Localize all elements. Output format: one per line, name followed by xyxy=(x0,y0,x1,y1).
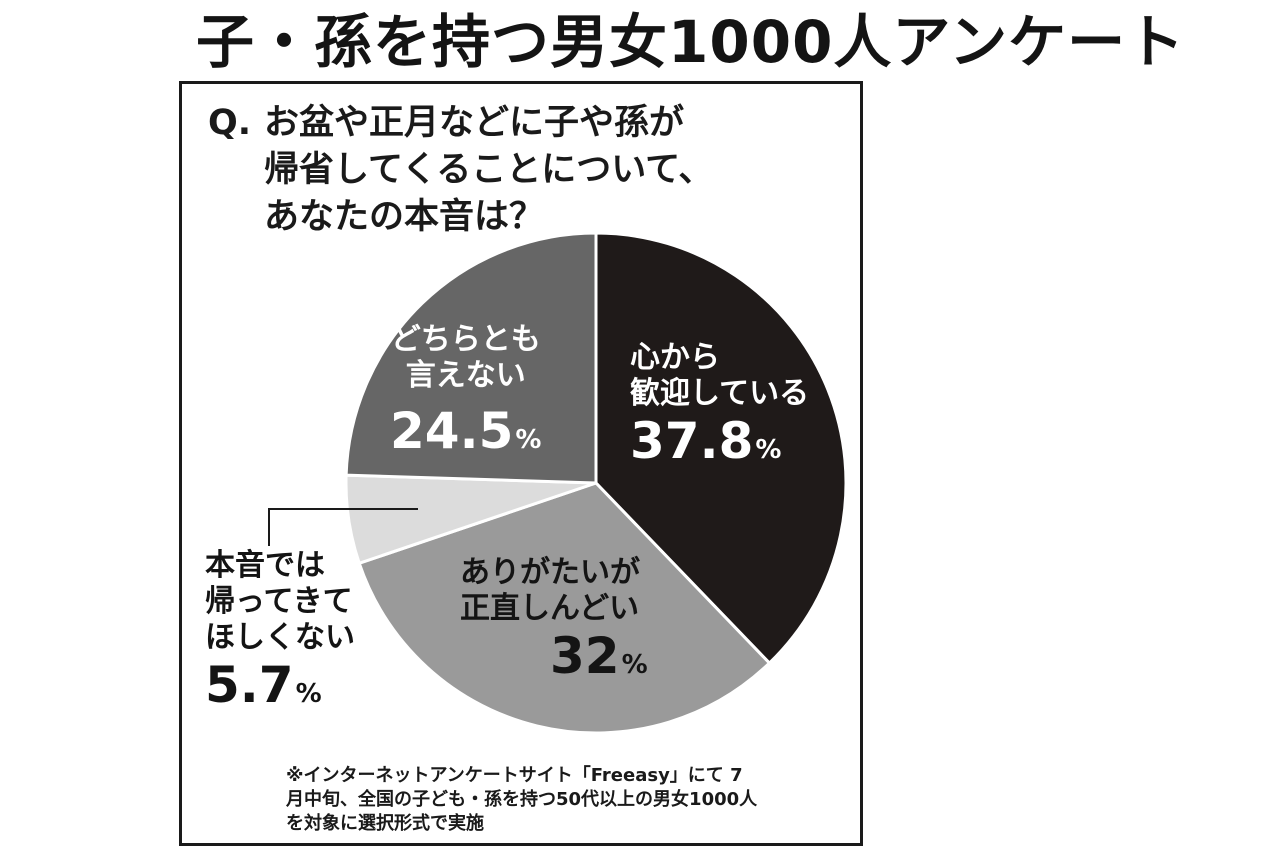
pie-slice-grateful xyxy=(357,481,772,735)
slice-value: 5.7 xyxy=(205,656,294,714)
percent-sign: % xyxy=(755,435,782,465)
slice-value: 32 xyxy=(550,627,620,685)
slice-value: 24.5 xyxy=(390,402,514,460)
footnote-line: 月中旬、全国の子ども・孫を持つ50代以上の男女1000人 xyxy=(286,789,758,810)
footnote-line: を対象に選択形式で実施 xyxy=(286,813,484,834)
pie-slice-welcome xyxy=(594,231,848,666)
footnote: ※インターネットアンケートサイト「Freeasy」にて 7 月中旬、全国の子ども… xyxy=(286,764,846,836)
slice-label-honest: 本音では 帰ってきて ほしくない 5.7% xyxy=(205,548,355,714)
slice-label-grateful: ありがたいが 正直しんどい 32% xyxy=(460,555,648,685)
slice-category-line: 帰ってきて xyxy=(205,584,353,619)
question-line-2: 帰省してくることについて、 xyxy=(264,150,714,190)
slice-category-line: 言えない xyxy=(405,358,526,393)
slice-label-welcome: 心から 歓迎している 37.8% xyxy=(630,340,809,470)
question-line-3: あなたの本音は？ xyxy=(264,197,545,237)
question-line-1: お盆や正月などに子や孫が xyxy=(264,103,685,143)
percent-sign: % xyxy=(295,679,322,709)
slice-label-unsure: どちらとも 言えない 24.5% xyxy=(390,322,541,460)
pie-slice-unsure xyxy=(344,231,598,485)
slice-category-line: ほしくない xyxy=(205,620,355,655)
slice-category-line: ありがたいが xyxy=(460,555,640,590)
slice-value: 37.8 xyxy=(630,412,754,470)
footnote-line: ※インターネットアンケートサイト「Freeasy」にて 7 xyxy=(286,765,743,786)
percent-sign: % xyxy=(621,650,648,680)
leader-line xyxy=(268,508,418,546)
percent-sign: % xyxy=(515,425,542,455)
slice-category-line: 正直しんどい xyxy=(460,591,640,626)
slice-category-line: 心から xyxy=(630,340,720,375)
question-mark: Q. xyxy=(208,103,252,143)
title-bar xyxy=(180,6,1100,78)
slice-category-line: 歓迎している xyxy=(630,376,810,411)
page-title: 子・孫を持つ男女1000人アンケート xyxy=(196,8,1186,76)
slice-category-line: どちらとも xyxy=(390,322,541,357)
slice-category-line: 本音では xyxy=(205,548,325,583)
